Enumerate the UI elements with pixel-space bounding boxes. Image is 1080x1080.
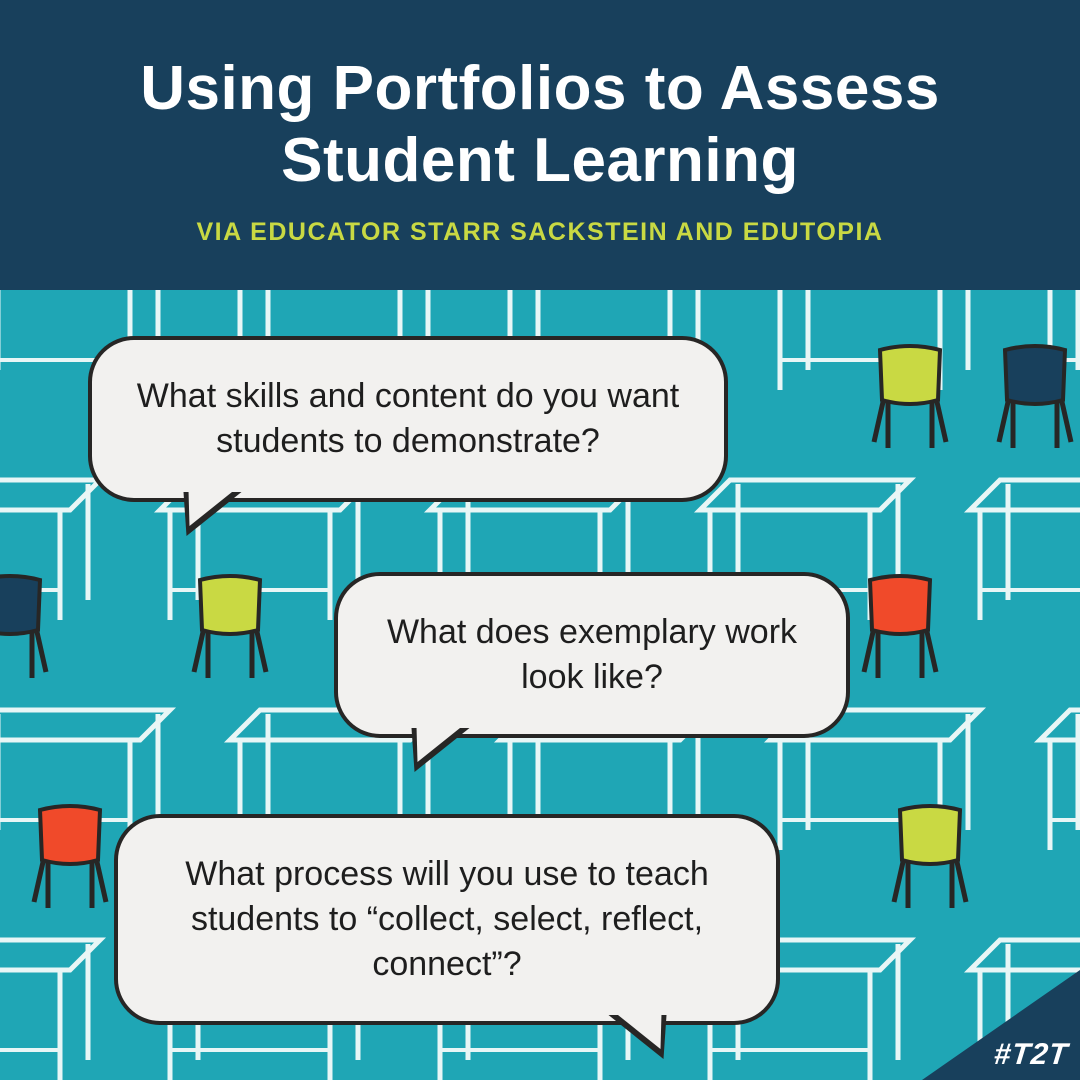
hashtag-label: #T2T bbox=[992, 1038, 1070, 1072]
bubble-text: What does exemplary work look like? bbox=[387, 613, 797, 696]
bubble-text: What skills and content do you want stud… bbox=[137, 377, 679, 460]
header: Using Portfolios to Assess Student Learn… bbox=[0, 0, 1080, 290]
speech-bubble-2: What does exemplary work look like? bbox=[334, 572, 850, 738]
page-title: Using Portfolios to Assess Student Learn… bbox=[40, 53, 1040, 196]
speech-bubble-1: What skills and content do you want stud… bbox=[88, 336, 728, 502]
page-subtitle: VIA EDUCATOR STARR SACKSTEIN AND EDUTOPI… bbox=[196, 218, 883, 247]
speech-bubble-3: What process will you use to teach stude… bbox=[114, 814, 780, 1025]
bubble-text: What process will you use to teach stude… bbox=[185, 855, 708, 983]
main-panel: What skills and content do you want stud… bbox=[0, 290, 1080, 1080]
